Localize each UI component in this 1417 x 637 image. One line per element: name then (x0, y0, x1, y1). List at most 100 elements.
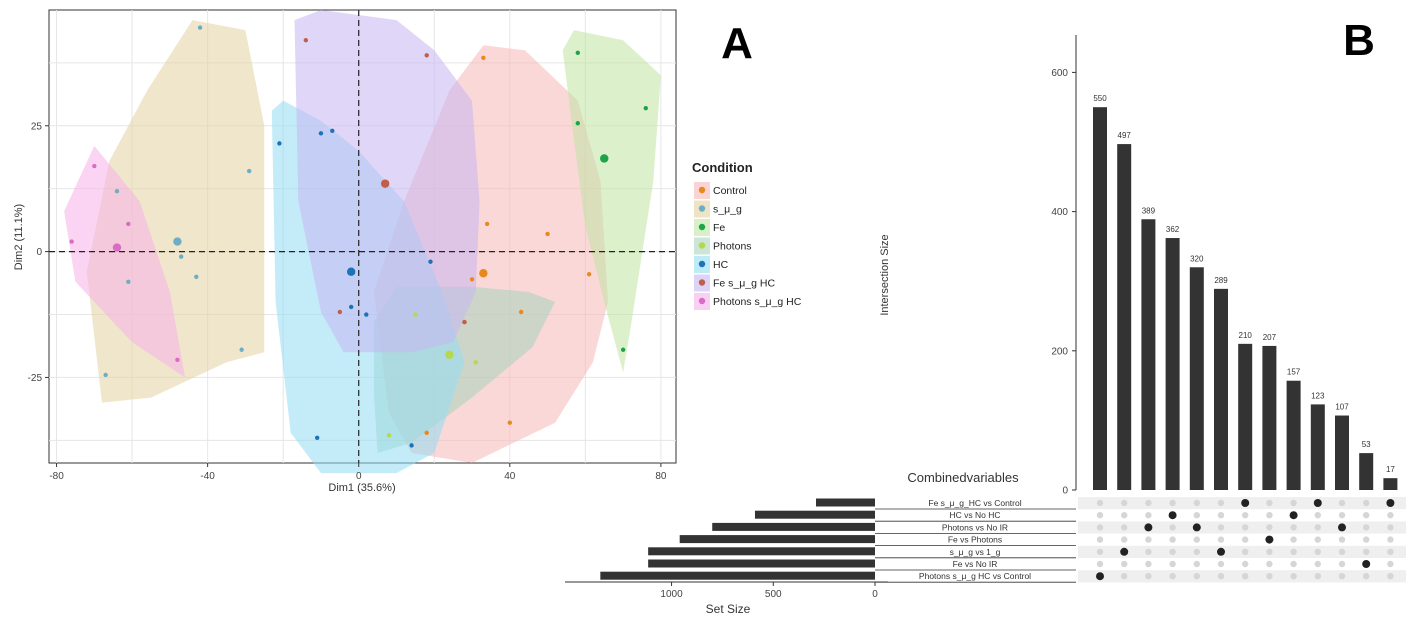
matrix-dot (1193, 560, 1201, 568)
point-s-g (239, 347, 244, 352)
set-size-bar (754, 510, 875, 519)
point-control (518, 309, 524, 315)
combined-variables-title: Combinedvariables (907, 470, 1019, 485)
point-fe-s-g-hc (462, 319, 467, 325)
matrix-dot (1121, 573, 1128, 580)
point-control (507, 420, 513, 425)
point-control (481, 55, 486, 61)
matrix-dot (1266, 560, 1273, 568)
matrix-dot (1169, 548, 1176, 555)
y-tick-label: 25 (31, 121, 43, 132)
matrix-dot (1121, 512, 1128, 519)
matrix-dot (1314, 573, 1322, 580)
matrix-dot (1169, 573, 1176, 580)
matrix-dot (1338, 548, 1346, 555)
matrix-dot (1169, 560, 1176, 568)
set-size-bar (816, 498, 875, 507)
matrix-dot (1121, 560, 1128, 568)
intersection-bar (1335, 415, 1349, 490)
set-size-bar (679, 535, 875, 544)
set-label: Fe vs Photons (948, 535, 1002, 545)
matrix-dot (1217, 536, 1225, 543)
point-fe (620, 347, 626, 352)
intersection-bar (1383, 478, 1398, 490)
point-hc (348, 304, 354, 310)
matrix-dot (1387, 573, 1394, 580)
matrix-dot (1387, 560, 1394, 568)
matrix-dot (1290, 499, 1297, 507)
legend-marker (698, 260, 706, 268)
matrix-dot (1096, 524, 1104, 531)
set-label: Photons vs No IR (942, 522, 1008, 532)
intersection-bar-label: 107 (1335, 403, 1349, 412)
intersection-axis: 0 200 400 600 (1051, 35, 1077, 497)
matrix-dot (1193, 512, 1201, 519)
point-photons (473, 360, 479, 365)
matrix-dot (1290, 573, 1297, 580)
matrix-dot (1290, 560, 1297, 568)
legend-marker (698, 223, 706, 231)
intersection-bar-label: 157 (1287, 368, 1301, 377)
point-photons-s-g-hc (175, 357, 180, 363)
intersection-bar (1117, 144, 1132, 490)
matrix-dot (1314, 524, 1322, 531)
intersection-bar-label: 320 (1190, 254, 1204, 263)
point-s-g (114, 189, 120, 194)
matrix-dot (1145, 573, 1152, 580)
intersection-bar (1214, 288, 1228, 490)
point-photons-s-g-hc (69, 239, 74, 244)
matrix-dot (1145, 536, 1152, 543)
matrix-dot (1242, 548, 1249, 555)
matrix-dot (1169, 536, 1176, 543)
legend-marker (698, 186, 706, 194)
intersection-y-tick-label: 600 (1051, 68, 1068, 79)
point-hc (318, 131, 324, 136)
intersection-y-tick-label: 400 (1051, 207, 1068, 218)
set-label: s_μ_g vs 1_g (950, 547, 1001, 557)
legend-label: Fe s_μ_g HC (713, 278, 775, 290)
matrix-dot (1387, 512, 1394, 519)
matrix-dot (1314, 560, 1322, 568)
set-size-axis-label: Set Size (706, 602, 751, 616)
matrix-dot (1266, 548, 1273, 555)
matrix-row-stripe (1078, 545, 1406, 558)
matrix-dot (1363, 512, 1370, 519)
matrix-dot (1338, 573, 1346, 580)
point-s-g (103, 372, 108, 378)
point-hc (330, 128, 335, 133)
matrix-dot (1242, 524, 1249, 531)
matrix-dot (1096, 560, 1104, 568)
matrix-dot (1217, 524, 1225, 531)
matrix-dot (1266, 512, 1273, 519)
matrix-dot (1096, 499, 1104, 507)
point-fe-s-g-hc (303, 38, 309, 43)
y-tick-label: 0 (36, 247, 42, 258)
x-tick-label: 40 (504, 471, 516, 482)
set-size-bar (712, 522, 875, 531)
intersection-y-axis-label: Intersection Size (879, 234, 891, 315)
intersection-bar-label: 550 (1093, 94, 1107, 103)
intersection-y-tick-label: 0 (1062, 486, 1068, 497)
point-fe-s-g-hc (337, 309, 343, 315)
matrix-dot (1314, 536, 1322, 543)
matrix-dot (1242, 536, 1249, 543)
matrix-dot (1338, 512, 1346, 519)
set-size-tick-label: 500 (765, 589, 782, 600)
matrix-dot (1121, 499, 1128, 507)
matrix-dot-active (1168, 511, 1177, 520)
intersection-bar (1286, 380, 1301, 490)
panel-label-a: A (721, 19, 753, 68)
point-photons (413, 312, 418, 317)
matrix-dot (1363, 548, 1370, 555)
pca-x-axis-label: Dim1 (35.6%) (328, 482, 395, 494)
matrix-dot-active (1217, 547, 1225, 556)
point-fe-s-g-hc (424, 53, 429, 58)
legend-label: Fe (713, 222, 725, 234)
intersection-bars: 550 497 389 362 320 289 210 207 157 123 107 53 17 (1093, 94, 1398, 491)
matrix-dot (1266, 524, 1273, 531)
intersection-matrix (1078, 497, 1406, 583)
matrix-dot (1363, 573, 1370, 580)
point-fe (643, 105, 648, 111)
matrix-dot-active (1096, 572, 1104, 581)
matrix-dot (1096, 512, 1104, 519)
